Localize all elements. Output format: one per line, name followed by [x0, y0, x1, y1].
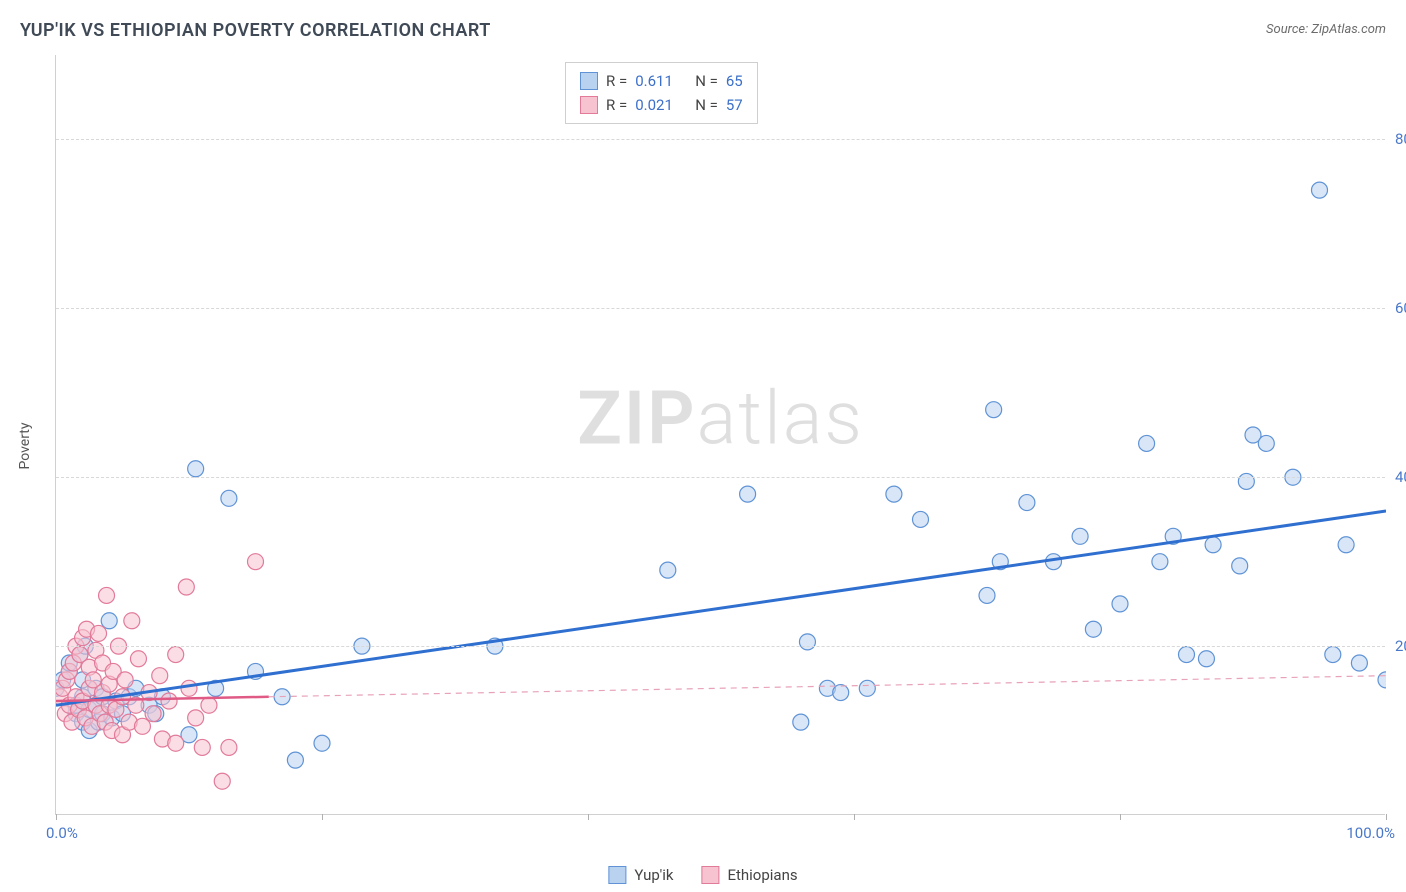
legend-row: R = 0.021 N = 57	[580, 93, 743, 117]
scatter-point	[979, 587, 995, 603]
scatter-point	[181, 680, 197, 696]
n-value: 65	[726, 69, 743, 93]
n-label: N =	[695, 69, 718, 93]
scatter-point	[833, 685, 849, 701]
scatter-point	[117, 672, 133, 688]
scatter-point	[1085, 621, 1101, 637]
scatter-point	[134, 718, 150, 734]
scatter-point	[1139, 435, 1155, 451]
scatter-point	[1112, 596, 1128, 612]
y-tick-label: 60.0%	[1395, 299, 1406, 317]
gridline	[56, 477, 1385, 478]
scatter-point	[221, 490, 237, 506]
legend-swatch	[580, 96, 598, 114]
scatter-point	[859, 680, 875, 696]
x-tick	[1386, 814, 1387, 820]
legend-swatch	[580, 72, 598, 90]
n-value: 57	[726, 93, 743, 117]
scatter-point	[161, 693, 177, 709]
scatter-point	[1338, 537, 1354, 553]
x-tick	[854, 814, 855, 820]
scatter-point	[1325, 647, 1341, 663]
scatter-point	[1072, 528, 1088, 544]
scatter-point	[1378, 672, 1386, 688]
scatter-point	[913, 511, 929, 527]
scatter-point	[221, 739, 237, 755]
scatter-point	[1198, 651, 1214, 667]
legend-label: Ethiopians	[727, 866, 797, 884]
legend-item: Yup'ik	[608, 866, 673, 884]
x-tick	[588, 814, 589, 820]
scatter-point	[178, 579, 194, 595]
scatter-point	[214, 773, 230, 789]
gridline	[56, 308, 1385, 309]
correlation-legend: R = 0.611 N = 65 R = 0.021 N = 57	[565, 62, 758, 124]
n-label: N =	[695, 93, 718, 117]
scatter-point	[124, 613, 140, 629]
gridline	[56, 139, 1385, 140]
r-label: R =	[606, 69, 627, 93]
scatter-point	[1351, 655, 1367, 671]
scatter-point	[145, 706, 161, 722]
scatter-point	[188, 710, 204, 726]
scatter-point	[194, 739, 210, 755]
scatter-point	[799, 634, 815, 650]
scatter-point	[168, 647, 184, 663]
legend-swatch	[701, 866, 719, 884]
scatter-point	[314, 735, 330, 751]
scatter-point	[99, 587, 115, 603]
scatter-point	[188, 461, 204, 477]
r-value: 0.021	[635, 93, 687, 117]
plot-svg	[56, 55, 1386, 815]
scatter-point	[168, 735, 184, 751]
scatter-point	[793, 714, 809, 730]
x-min-label: 0.0%	[46, 824, 78, 842]
source-attribution: Source: ZipAtlas.com	[1266, 22, 1386, 37]
scatter-point	[152, 668, 168, 684]
trend-line	[56, 511, 1386, 705]
x-tick	[1120, 814, 1121, 820]
y-tick-label: 80.0%	[1395, 130, 1406, 148]
scatter-point	[287, 752, 303, 768]
scatter-point	[1258, 435, 1274, 451]
scatter-point	[886, 486, 902, 502]
scatter-point	[1179, 647, 1195, 663]
scatter-point	[1312, 182, 1328, 198]
legend-item: Ethiopians	[701, 866, 797, 884]
chart-title: YUP'IK VS ETHIOPIAN POVERTY CORRELATION …	[20, 20, 491, 41]
gridline	[56, 646, 1385, 647]
legend-swatch	[608, 866, 626, 884]
x-tick	[322, 814, 323, 820]
y-tick-label: 40.0%	[1395, 468, 1406, 486]
x-tick	[56, 814, 57, 820]
r-label: R =	[606, 93, 627, 117]
legend-row: R = 0.611 N = 65	[580, 69, 743, 93]
scatter-point	[201, 697, 217, 713]
scatter-point	[1019, 495, 1035, 511]
scatter-point	[248, 554, 264, 570]
scatter-point	[660, 562, 676, 578]
scatter-point	[130, 651, 146, 667]
scatter-point	[101, 613, 117, 629]
scatter-point	[91, 625, 107, 641]
y-axis-title: Poverty	[17, 422, 33, 469]
scatter-point	[1152, 554, 1168, 570]
scatter-plot: ZIPatlas 20.0%40.0%60.0%80.0%0.0%100.0%	[55, 55, 1385, 815]
scatter-point	[1232, 558, 1248, 574]
y-tick-label: 20.0%	[1395, 637, 1406, 655]
scatter-point	[1238, 473, 1254, 489]
scatter-point	[1205, 537, 1221, 553]
r-value: 0.611	[635, 69, 687, 93]
series-legend: Yup'ik Ethiopians	[608, 866, 797, 884]
x-max-label: 100.0%	[1346, 824, 1395, 842]
legend-label: Yup'ik	[634, 866, 673, 884]
scatter-point	[740, 486, 756, 502]
scatter-point	[986, 402, 1002, 418]
